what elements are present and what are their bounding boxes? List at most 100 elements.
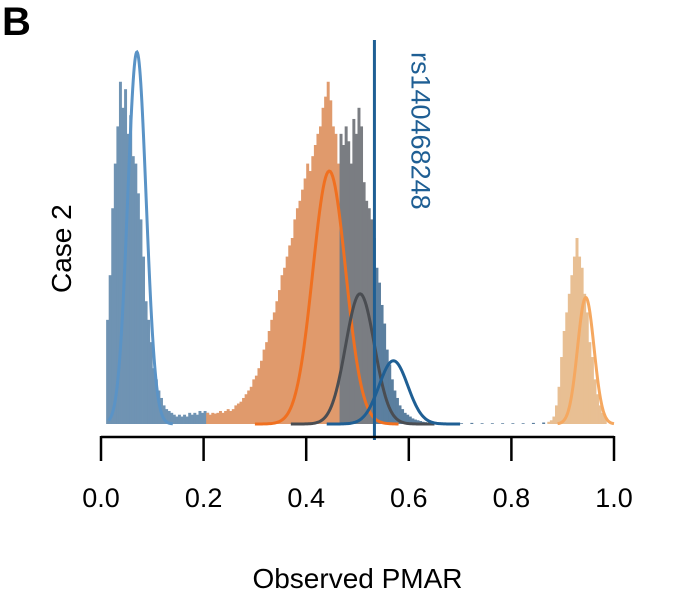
histogram-bar-4-19 [596, 394, 600, 424]
histogram-bar-0-1 [108, 275, 112, 424]
histogram-bar-1-38 [303, 178, 307, 424]
histogram-bar-3-32 [501, 423, 505, 424]
histogram-bar-0-25 [170, 412, 174, 424]
histogram-bar-3-8 [395, 397, 399, 424]
histogram-bar-3-13 [408, 416, 412, 424]
histogram-bar-1-5 [218, 410, 222, 424]
histogram-bar-2-6 [354, 133, 358, 424]
histogram-bar-0-24 [167, 410, 171, 424]
histogram-bar-0-8 [126, 133, 130, 424]
histogram-bar-3-0 [375, 267, 379, 424]
histogram-bar-3-2 [380, 304, 384, 424]
histogram-bar-2-5 [352, 118, 356, 425]
histogram-bar-1-15 [244, 394, 248, 424]
histogram-bar-1-31 [285, 256, 289, 424]
histogram-bar-1-0 [206, 412, 210, 424]
histogram-bar-4-22 [603, 416, 607, 424]
histogram-bar-3-14 [411, 418, 415, 424]
histogram-bar-2-12 [370, 219, 374, 424]
histogram-bar-1-48 [329, 100, 333, 425]
density-curve-0 [107, 49, 173, 426]
density-curve-3 [326, 359, 461, 426]
histogram-bar-1-51 [336, 163, 340, 424]
histogram-bar-0-14 [142, 256, 146, 424]
histogram-bar-0-12 [136, 193, 140, 424]
histogram-bar-2-4 [349, 163, 353, 424]
histogram-bar-4-4 [557, 386, 561, 424]
histogram-bar-1-24 [267, 331, 271, 424]
histogram-bar-1-16 [247, 390, 251, 424]
histogram-bar-4-0 [547, 421, 551, 424]
x-tick-label-3: 0.6 [390, 483, 428, 513]
density-curve-2 [290, 292, 435, 426]
histogram-bar-0-11 [134, 163, 138, 424]
histogram-bar-1-32 [288, 245, 292, 424]
histogram-bar-3-31 [490, 423, 494, 424]
histogram-bar-4-18 [593, 379, 597, 424]
histogram-bar-4-15 [585, 312, 589, 424]
histogram-bar-0-26 [172, 414, 176, 424]
x-tick-label-0: 0.0 [82, 483, 120, 513]
histogram-bar-3-6 [390, 379, 394, 424]
histogram-bar-3-30 [480, 423, 484, 424]
histogram-bar-1-41 [311, 156, 315, 424]
histogram-bar-1-10 [231, 409, 235, 424]
histogram-bar-0-3 [113, 163, 117, 424]
histogram-bar-1-27 [275, 301, 279, 424]
histogram-bar-3-33 [511, 423, 515, 424]
histogram-bar-1-2 [211, 412, 215, 424]
histogram-bar-3-16 [416, 420, 420, 424]
histogram-bar-1-45 [321, 107, 325, 425]
histogram-bar-0-34 [193, 412, 197, 424]
histogram-bar-0-31 [185, 416, 189, 424]
density-curve-4 [557, 295, 615, 426]
histogram-bar-1-19 [254, 375, 258, 424]
histogram-bar-0-23 [165, 409, 169, 424]
histogram-bar-0-17 [149, 342, 153, 424]
histogram-bar-1-43 [316, 133, 320, 424]
histogram-bar-3-36 [542, 422, 546, 424]
histogram-bar-4-13 [580, 267, 584, 424]
histogram-bar-1-35 [295, 208, 299, 424]
histogram-bar-2-1 [342, 145, 346, 424]
histogram-bar-0-18 [152, 368, 156, 424]
histogram-bar-1-13 [239, 401, 243, 424]
histogram-bar-1-11 [234, 405, 238, 424]
histogram-bar-3-11 [403, 412, 407, 424]
histogram-bar-2-3 [347, 141, 351, 424]
histogram-bar-1-37 [301, 189, 305, 424]
histogram-bar-0-6 [121, 107, 125, 425]
histogram-bar-1-1 [208, 414, 212, 424]
histogram-bar-1-23 [265, 342, 269, 424]
histogram-bar-4-7 [565, 312, 569, 424]
histogram-bar-1-29 [280, 275, 284, 424]
histogram-bar-0-0 [106, 319, 110, 424]
histogram-bar-0-35 [195, 414, 199, 424]
histogram-bar-1-18 [252, 379, 256, 424]
histogram-bar-4-9 [570, 275, 574, 424]
histogram-bar-3-7 [393, 390, 397, 424]
histogram-bar-1-25 [270, 319, 274, 424]
histogram-bar-1-49 [331, 126, 335, 425]
histogram-bar-1-42 [313, 145, 317, 424]
histogram-bar-3-4 [385, 349, 389, 424]
histogram-bar-1-22 [262, 349, 266, 424]
histogram-bar-1-21 [260, 360, 263, 424]
histogram-bar-1-17 [249, 386, 253, 424]
panel-label: B [2, 0, 31, 44]
histogram-bar-0-29 [180, 416, 184, 424]
histogram-bar-2-7 [357, 107, 361, 425]
histogram-bar-0-9 [129, 115, 133, 425]
histogram-bar-3-1 [378, 282, 381, 424]
histogram-bar-2-0 [339, 133, 343, 424]
histogram-bar-4-10 [572, 256, 576, 424]
histogram-bar-1-20 [257, 368, 261, 424]
histogram-bar-1-4 [216, 412, 220, 424]
histogram-bar-2-8 [360, 126, 364, 425]
histogram-bar-1-39 [306, 163, 310, 424]
histogram-bar-3-5 [388, 364, 392, 424]
histogram-bar-0-38 [203, 410, 207, 424]
histogram-bar-4-6 [562, 331, 566, 424]
histogram-bar-4-8 [567, 293, 571, 424]
